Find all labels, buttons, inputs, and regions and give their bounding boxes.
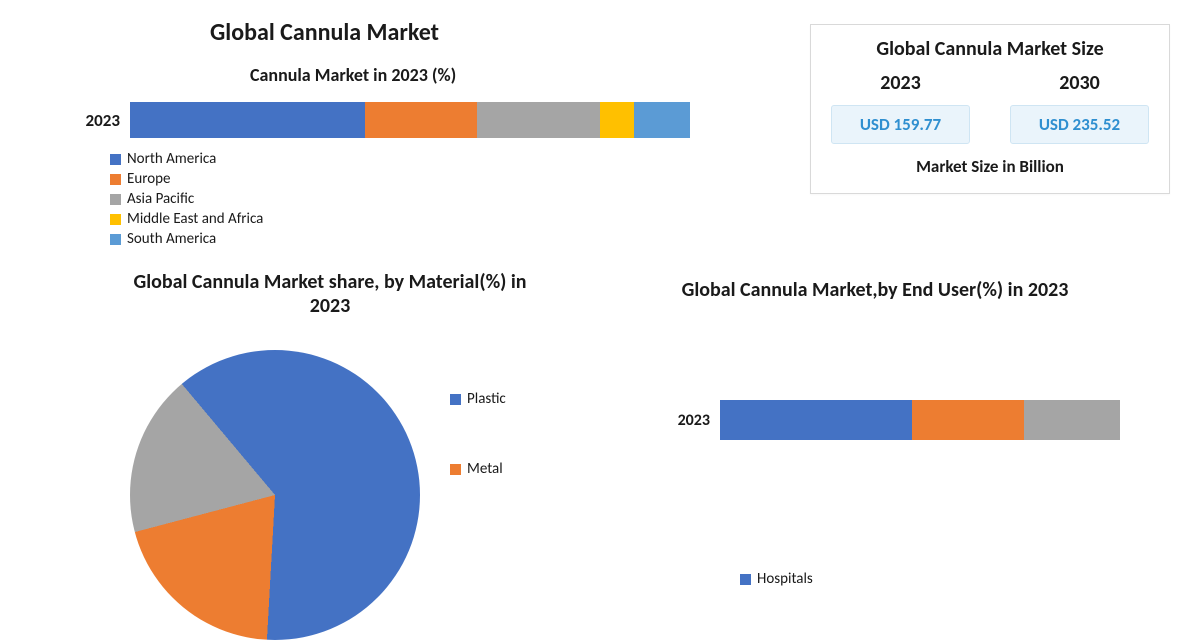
bar-segment bbox=[600, 102, 634, 138]
pie bbox=[130, 350, 420, 640]
bar-ylabel: 2023 bbox=[660, 411, 720, 430]
main-title: Global Cannula Market bbox=[210, 18, 439, 47]
bar-segment bbox=[720, 400, 912, 440]
enduser-bar-chart: 2023 bbox=[660, 400, 1120, 446]
bar-segment bbox=[365, 102, 477, 138]
size-year: 2030 bbox=[1010, 71, 1149, 95]
enduser-chart-title: Global Cannula Market,by End User(%) in … bbox=[640, 278, 1110, 302]
legend-label: Metal bbox=[467, 460, 503, 478]
size-panel-title: Global Cannula Market Size bbox=[831, 37, 1149, 61]
market-size-panel: Global Cannula Market Size 2023 USD 159.7… bbox=[810, 24, 1170, 194]
size-value: USD 235.52 bbox=[1010, 105, 1149, 144]
size-value: USD 159.77 bbox=[831, 105, 970, 144]
size-columns: 2023 USD 159.77 2030 USD 235.52 bbox=[831, 71, 1149, 144]
legend-swatch bbox=[110, 234, 121, 245]
bar-ylabel: 2023 bbox=[70, 110, 130, 131]
legend-swatch bbox=[110, 174, 121, 185]
legend-swatch bbox=[110, 194, 121, 205]
legend-item: Metal bbox=[450, 460, 506, 478]
legend-label: Middle East and Africa bbox=[127, 210, 263, 228]
legend-label: Asia Pacific bbox=[127, 190, 194, 208]
enduser-legend: Hospitals bbox=[740, 570, 831, 590]
size-column: 2030 USD 235.52 bbox=[1010, 71, 1149, 144]
bar-segment bbox=[634, 102, 690, 138]
size-year: 2023 bbox=[831, 71, 970, 95]
region-bar-chart: 2023 bbox=[70, 102, 690, 144]
legend-item: Europe bbox=[110, 170, 370, 188]
legend-label: Plastic bbox=[467, 390, 506, 408]
bar-segment bbox=[477, 102, 600, 138]
legend-swatch bbox=[110, 154, 121, 165]
bar-segment bbox=[130, 102, 365, 138]
material-chart-title: Global Cannula Market share, by Material… bbox=[120, 270, 540, 318]
region-legend: North America Europe Asia Pacific Middle Ea… bbox=[110, 150, 670, 250]
legend-swatch bbox=[450, 394, 461, 405]
legend-label: Europe bbox=[127, 170, 170, 188]
size-column: 2023 USD 159.77 bbox=[831, 71, 970, 144]
bar-segment bbox=[912, 400, 1024, 440]
legend-item: South America bbox=[110, 230, 390, 248]
legend-item: Asia Pacific bbox=[110, 190, 390, 208]
legend-swatch bbox=[740, 574, 751, 585]
material-legend: Plastic Metal bbox=[450, 390, 524, 480]
legend-item: Middle East and Africa bbox=[110, 210, 370, 228]
legend-label: Hospitals bbox=[757, 570, 813, 588]
legend-item: Plastic bbox=[450, 390, 506, 408]
legend-label: South America bbox=[127, 230, 216, 248]
size-unit-label: Market Size in Billion bbox=[831, 156, 1149, 177]
legend-label: North America bbox=[127, 150, 216, 168]
bar-segment bbox=[1024, 400, 1120, 440]
material-pie-chart bbox=[130, 350, 420, 640]
region-chart-title: Cannula Market in 2023 (%) bbox=[250, 64, 456, 86]
legend-item: North America bbox=[110, 150, 390, 168]
legend-item: Hospitals bbox=[740, 570, 813, 588]
legend-swatch bbox=[450, 464, 461, 475]
legend-swatch bbox=[110, 214, 121, 225]
